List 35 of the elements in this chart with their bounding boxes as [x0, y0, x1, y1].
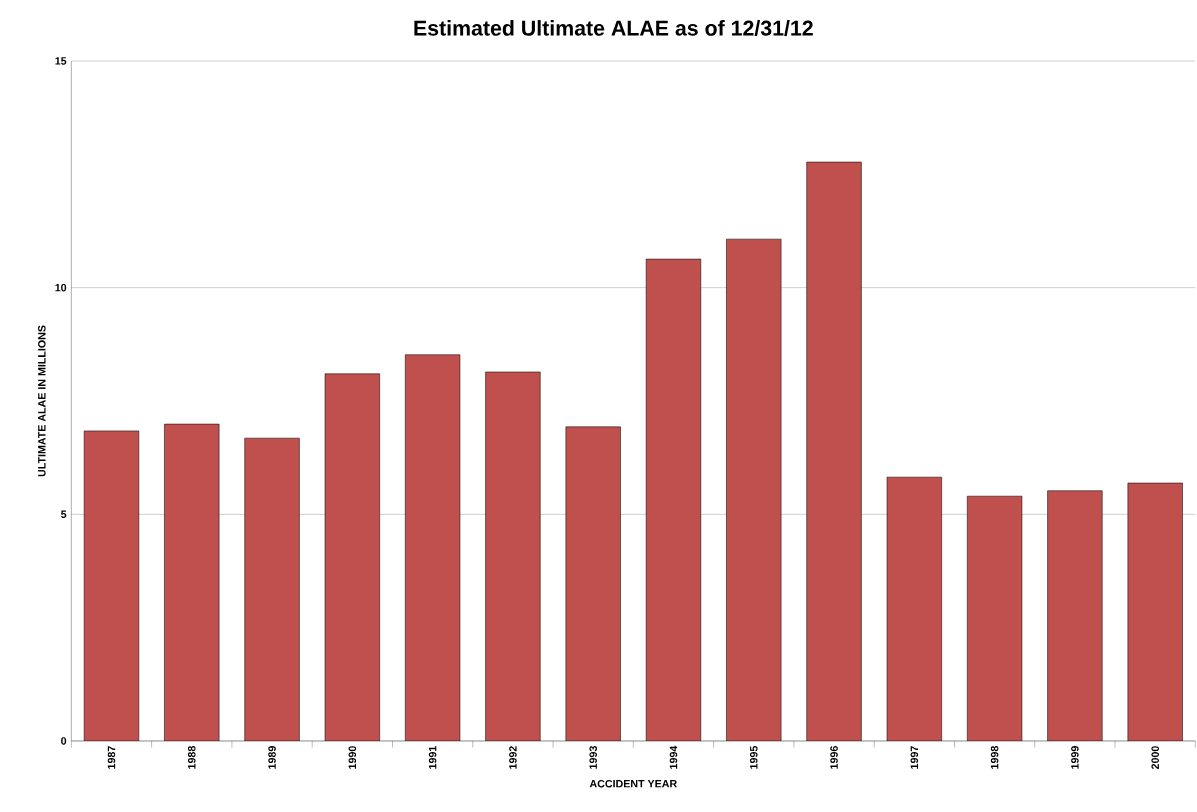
x-tick-label: 1994 — [669, 745, 678, 769]
x-tick-label: 1988 — [187, 746, 196, 769]
bar — [244, 437, 300, 741]
x-tick-label: 1990 — [348, 746, 357, 769]
x-tick-label: 1993 — [589, 746, 597, 769]
x-tick-label: 1999 — [1071, 746, 1079, 769]
x-tick-label: 1996 — [830, 746, 838, 769]
x-tick-label: 1992 — [509, 746, 517, 769]
bar — [324, 373, 380, 741]
x-tick-label: 1995 — [749, 746, 758, 769]
bar — [886, 476, 942, 741]
bar — [83, 430, 140, 741]
bar — [806, 161, 862, 741]
bar — [565, 426, 621, 741]
bar — [967, 495, 1023, 741]
y-tick-label: 10 — [55, 283, 67, 292]
y-tick-label: 15 — [55, 57, 67, 65]
bar — [405, 354, 461, 741]
x-tick-label: 1991 — [428, 746, 437, 769]
x-tick-label: 1989 — [268, 746, 276, 769]
y-tick-label: 5 — [61, 510, 67, 519]
x-axis-title: ACCIDENT YEAR — [589, 779, 677, 788]
x-tick-label: 1987 — [107, 746, 116, 769]
y-axis-title: ULTIMATE ALAE IN MILLIONS — [38, 325, 46, 477]
x-tick-label: 2000 — [1151, 746, 1159, 770]
bar — [1127, 482, 1183, 741]
bar — [726, 238, 782, 741]
bar — [164, 423, 220, 741]
bar — [485, 371, 541, 741]
bar — [645, 258, 702, 741]
x-tick-label: 1997 — [910, 746, 919, 769]
chart-title: Estimated Ultimate ALAE as of 12/31/12 — [414, 20, 813, 36]
x-tick-label: 1998 — [990, 746, 999, 769]
y-tick-label: 0 — [61, 737, 67, 745]
bar — [1047, 490, 1103, 741]
